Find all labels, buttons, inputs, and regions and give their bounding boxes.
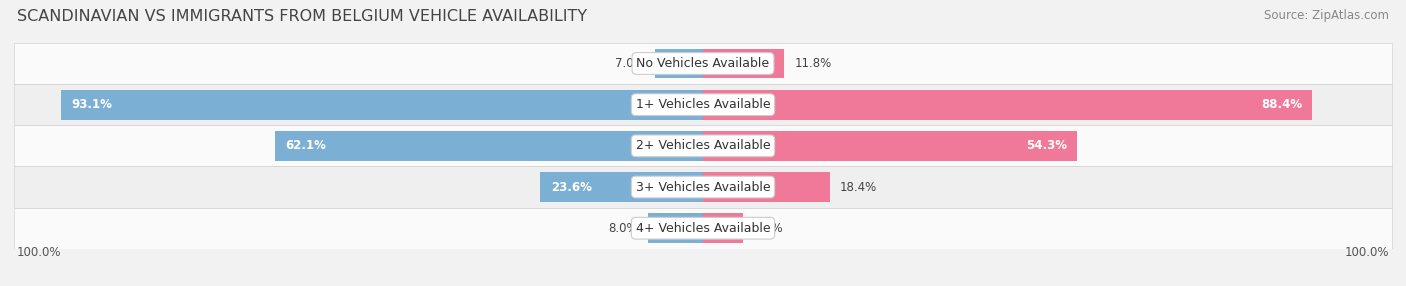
Text: 93.1%: 93.1% xyxy=(72,98,112,111)
Text: 1+ Vehicles Available: 1+ Vehicles Available xyxy=(636,98,770,111)
Text: 100.0%: 100.0% xyxy=(17,246,62,259)
Text: 18.4%: 18.4% xyxy=(841,180,877,194)
Text: 23.6%: 23.6% xyxy=(551,180,592,194)
FancyBboxPatch shape xyxy=(14,84,1392,125)
Bar xyxy=(703,131,1077,161)
Text: 7.0%: 7.0% xyxy=(614,57,644,70)
Text: 62.1%: 62.1% xyxy=(285,139,326,152)
Bar xyxy=(703,90,1312,120)
Text: No Vehicles Available: No Vehicles Available xyxy=(637,57,769,70)
Text: Source: ZipAtlas.com: Source: ZipAtlas.com xyxy=(1264,9,1389,21)
Bar xyxy=(648,213,703,243)
Bar xyxy=(703,49,785,78)
Text: 4+ Vehicles Available: 4+ Vehicles Available xyxy=(636,222,770,235)
Text: 3+ Vehicles Available: 3+ Vehicles Available xyxy=(636,180,770,194)
Text: 11.8%: 11.8% xyxy=(794,57,832,70)
Text: 54.3%: 54.3% xyxy=(1026,139,1067,152)
FancyBboxPatch shape xyxy=(14,43,1392,84)
Bar xyxy=(703,172,830,202)
FancyBboxPatch shape xyxy=(14,166,1392,208)
Text: 100.0%: 100.0% xyxy=(1344,246,1389,259)
Bar xyxy=(655,49,703,78)
Text: 5.8%: 5.8% xyxy=(754,222,783,235)
Bar xyxy=(62,90,703,120)
Text: 88.4%: 88.4% xyxy=(1261,98,1302,111)
Text: 8.0%: 8.0% xyxy=(607,222,637,235)
FancyBboxPatch shape xyxy=(14,125,1392,166)
Bar xyxy=(276,131,703,161)
Bar xyxy=(703,213,742,243)
FancyBboxPatch shape xyxy=(14,208,1392,249)
Text: 2+ Vehicles Available: 2+ Vehicles Available xyxy=(636,139,770,152)
Bar xyxy=(540,172,703,202)
Text: SCANDINAVIAN VS IMMIGRANTS FROM BELGIUM VEHICLE AVAILABILITY: SCANDINAVIAN VS IMMIGRANTS FROM BELGIUM … xyxy=(17,9,586,23)
